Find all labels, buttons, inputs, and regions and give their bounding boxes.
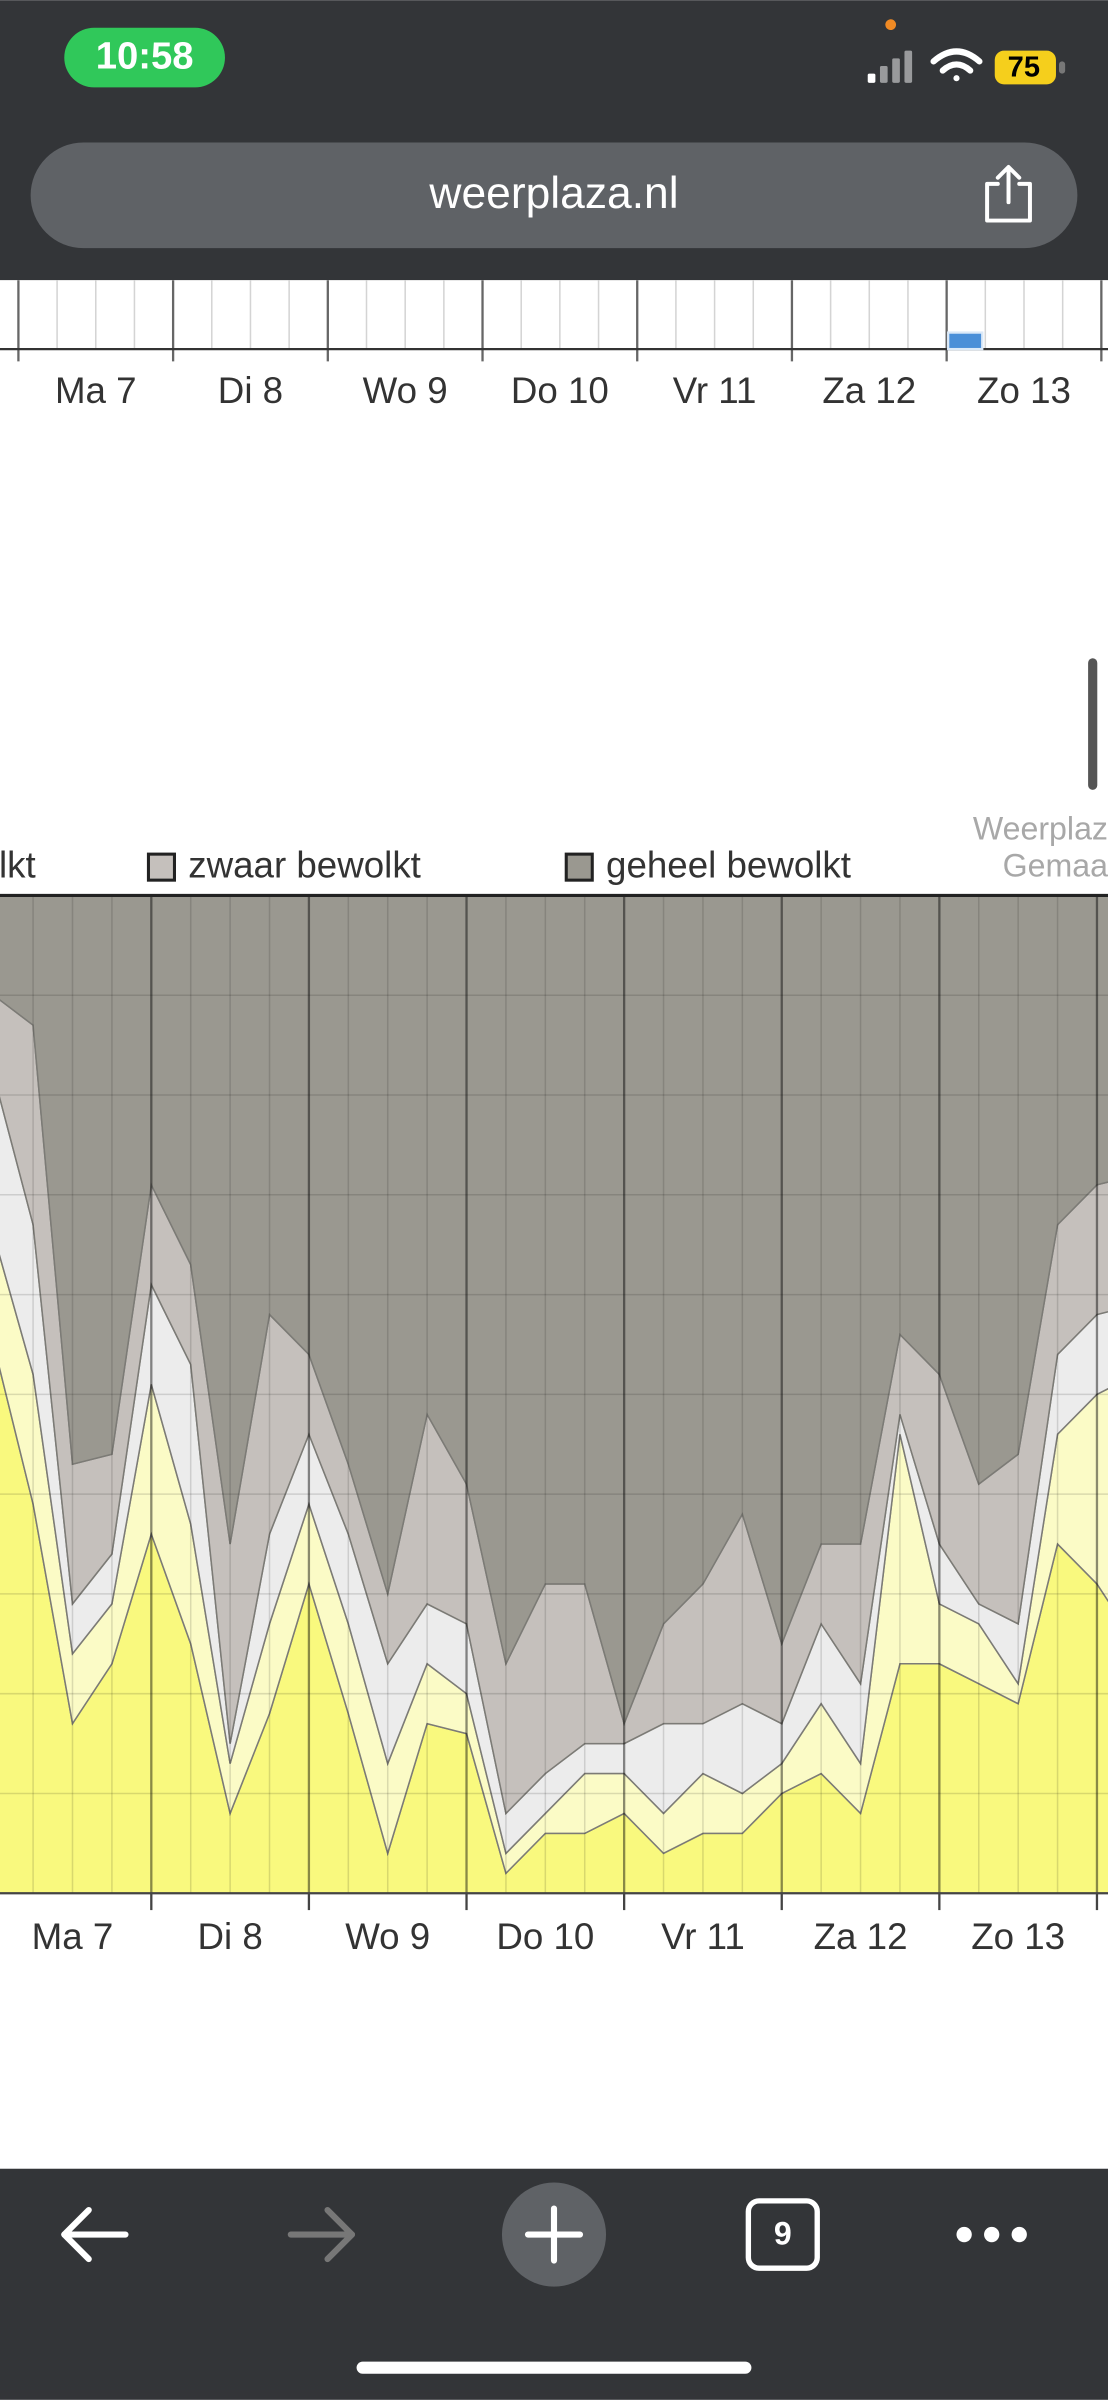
cloud-area — [0, 895, 1108, 1727]
x-tick-label: Do 10 — [496, 1916, 594, 1957]
legend-swatch — [564, 852, 594, 882]
battery — [994, 50, 1056, 85]
tabs-button[interactable] — [745, 2198, 820, 2271]
battery-level: 75 — [1008, 52, 1040, 84]
battery-tip — [1059, 61, 1066, 74]
legend-label: zwaar bewolkt — [188, 845, 421, 886]
watermark: Gemaa — [1003, 847, 1108, 883]
x-tick-label: Di 8 — [218, 370, 283, 411]
scrollbar — [1088, 658, 1098, 790]
x-tick-label: Ma 7 — [32, 1916, 114, 1957]
strip-background — [0, 280, 1108, 350]
more-button[interactable] — [956, 2226, 1027, 2243]
x-tick-label: Do 10 — [511, 370, 609, 411]
x-tick-label: Wo 9 — [345, 1916, 430, 1957]
back-button[interactable] — [61, 2206, 129, 2263]
x-tick-label: Ma 7 — [55, 370, 137, 411]
legend-label: geheel bewolkt — [606, 845, 851, 886]
forward-button[interactable] — [287, 2206, 356, 2263]
time-pill — [64, 27, 225, 88]
legend-label: olkt — [0, 845, 36, 886]
tab-count: 9 — [774, 2216, 792, 2252]
x-tick-label: Za 12 — [822, 370, 916, 411]
watermark: Weerplaz — [973, 811, 1108, 847]
wifi-icon — [930, 48, 983, 82]
signal-icon — [867, 50, 913, 83]
plus-icon — [524, 2205, 584, 2264]
x-tick-label: Zo 13 — [971, 1916, 1065, 1957]
x-tick-label: Vr 11 — [661, 1916, 745, 1957]
strip-grid — [17, 280, 1103, 362]
x-tick-label: Vr 11 — [673, 370, 757, 411]
legend: olkt zwaar bewolkt geheel bewolkt — [0, 845, 851, 886]
status-time: 10:58 — [96, 34, 194, 77]
share-button[interactable] — [985, 164, 1032, 223]
x-tick-label: Di 8 — [197, 1916, 262, 1957]
cloud-chart — [0, 895, 1108, 1894]
privacy-dot — [885, 19, 897, 31]
x-tick-label: Zo 13 — [977, 370, 1071, 411]
address-bar[interactable] — [30, 142, 1078, 249]
home-indicator — [356, 2361, 752, 2374]
precip-bar — [947, 331, 984, 351]
x-tick-label: Wo 9 — [363, 370, 448, 411]
legend-swatch — [146, 852, 176, 882]
x-tick-label: Za 12 — [814, 1916, 908, 1957]
url[interactable]: weerplaza.nl — [428, 169, 678, 218]
